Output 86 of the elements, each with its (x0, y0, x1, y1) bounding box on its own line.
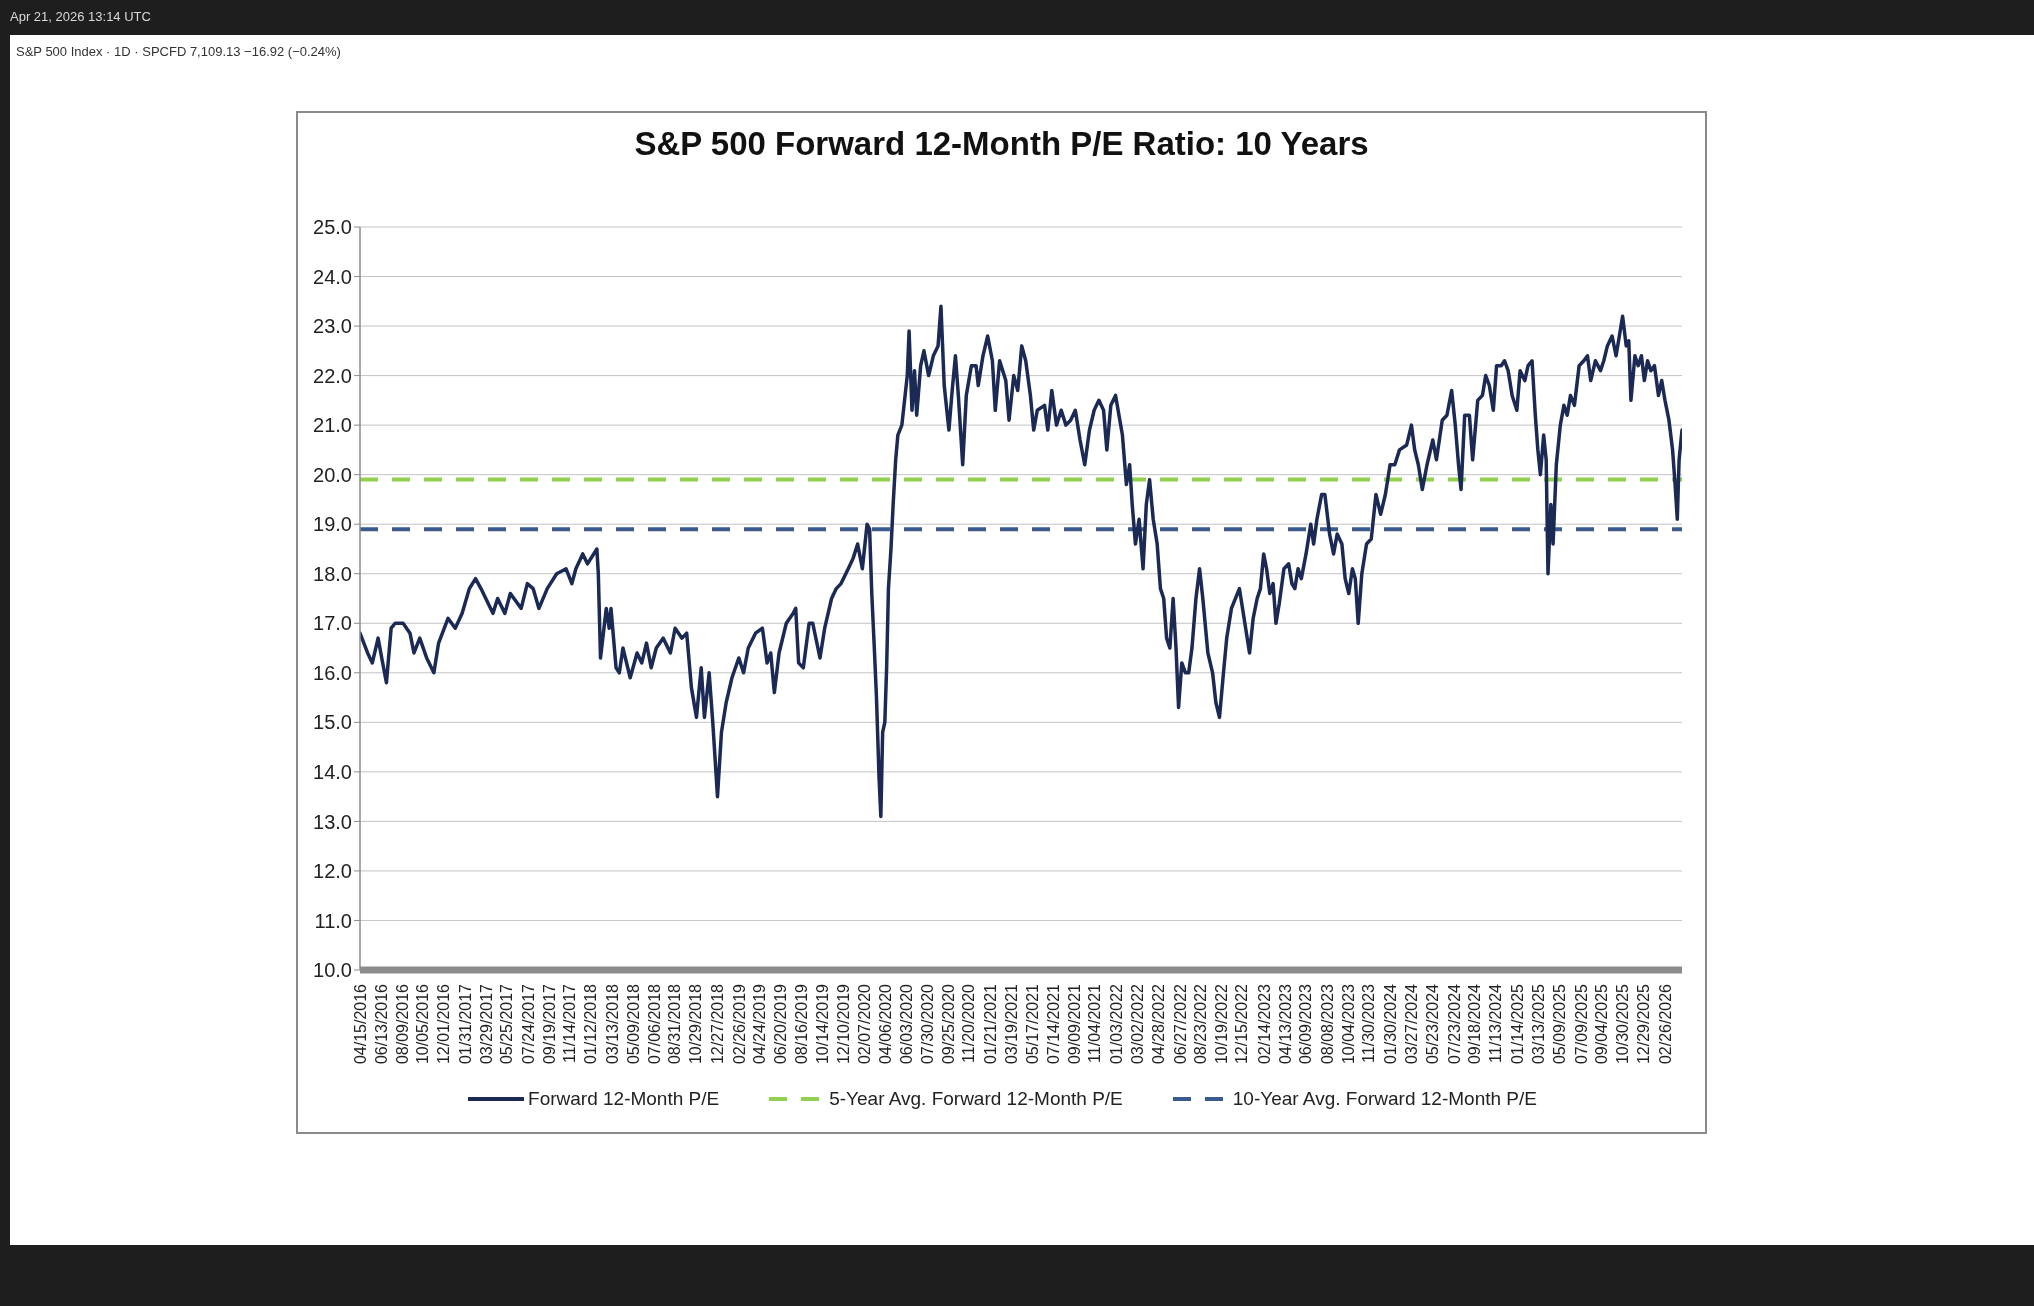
x-tick-label: 03/19/2021 (1003, 983, 1021, 1065)
x-tick-label: 02/26/2019 (730, 983, 748, 1065)
x-tick-label: 10/14/2019 (814, 983, 832, 1065)
x-tick-label: 02/14/2023 (1255, 983, 1273, 1065)
x-tick-label: 03/13/2018 (603, 983, 621, 1065)
x-tick-label: 07/09/2025 (1572, 983, 1590, 1065)
x-tick-label: 06/20/2019 (772, 983, 789, 1065)
x-tick-label: 01/12/2018 (582, 983, 600, 1065)
y-tick-label: 21.0 (313, 414, 352, 437)
text: S&P 500 Index · 1D · SPCFD 7,109.13 −16.92 (−0.24%) (16, 44, 341, 59)
x-tick-label: 04/28/2022 (1149, 983, 1167, 1065)
x-tick-label: 01/14/2025 (1509, 983, 1527, 1065)
legend-label: Forward 12-Month P/E (528, 1088, 720, 1110)
x-tick-label: 08/16/2019 (792, 983, 810, 1065)
x-tick-label: 10/04/2023 (1339, 983, 1357, 1065)
chart-title: S&P 500 Forward 12-Month P/E Ratio: 10 Years (633, 125, 1370, 163)
x-tick-label: 07/24/2017 (519, 983, 537, 1065)
y-tick-label: 14.0 (313, 760, 352, 783)
y-tick-label: 18.0 (313, 562, 352, 585)
x-tick-label: 04/13/2023 (1276, 983, 1294, 1065)
y-tick-label: 13.0 (313, 810, 352, 833)
x-tick-label: 05/17/2021 (1024, 983, 1042, 1065)
y-tick-label: 17.0 (313, 612, 352, 635)
x-tick-label: 03/02/2022 (1129, 983, 1147, 1065)
x-tick-label: 12/27/2018 (708, 983, 726, 1065)
y-tick-label: 22.0 (313, 364, 352, 387)
x-tick-label: 12/29/2025 (1635, 983, 1653, 1065)
x-tick-label: 12/10/2019 (834, 983, 852, 1065)
x-tick-label: 04/06/2020 (877, 983, 895, 1065)
text: Apr 21, 2026 13:14 UTC (10, 9, 151, 24)
x-tick-label: 10/29/2018 (687, 983, 705, 1065)
x-tick-label: 08/23/2022 (1192, 983, 1210, 1065)
x-tick-label: 02/07/2020 (856, 983, 874, 1065)
x-tick-label: 05/25/2017 (498, 983, 516, 1065)
x-tick-label: 11/13/2024 (1486, 983, 1504, 1063)
x-tick-label: 06/13/2016 (372, 983, 390, 1065)
y-tick-label: 24.0 (313, 265, 352, 288)
x-tick-label: 01/31/2017 (456, 983, 474, 1065)
x-tick-label: 11/30/2023 (1360, 983, 1378, 1063)
y-tick-label: 15.0 (313, 711, 352, 734)
x-tick-label: 07/14/2021 (1045, 983, 1063, 1065)
x-tick-label: 10/19/2022 (1212, 983, 1230, 1065)
x-tick-label: 09/18/2024 (1466, 983, 1484, 1065)
x-tick-label: 06/27/2022 (1171, 983, 1189, 1065)
y-tick-label: 25.0 (313, 216, 352, 239)
x-tick-label: 07/06/2018 (645, 983, 663, 1065)
x-tick-label: 03/27/2024 (1402, 983, 1420, 1065)
x-tick-label: 10/05/2016 (414, 983, 432, 1065)
x-tick-label: 09/04/2025 (1593, 983, 1611, 1065)
x-tick-label: 01/03/2022 (1108, 983, 1126, 1065)
x-tick-label: 11/20/2020 (959, 983, 977, 1063)
x-tick-label: 12/01/2016 (434, 983, 452, 1065)
x-tick-label: 06/03/2020 (898, 983, 916, 1065)
y-tick-label: 11.0 (314, 909, 352, 932)
x-tick-label: 03/13/2025 (1530, 983, 1548, 1065)
y-tick-label: 23.0 (313, 315, 352, 338)
x-tick-label: 07/30/2020 (919, 983, 937, 1065)
y-tick-label: 12.0 (313, 860, 352, 883)
x-tick-label: 05/09/2025 (1550, 983, 1568, 1065)
x-tick-label: 03/29/2017 (477, 983, 495, 1065)
x-tick-label: 09/25/2020 (939, 983, 957, 1065)
y-tick-label: 10.0 (313, 959, 352, 982)
x-tick-label: 08/08/2023 (1318, 983, 1336, 1065)
x-tick-label: 09/09/2021 (1066, 983, 1084, 1065)
x-tick-label: 02/26/2026 (1656, 983, 1674, 1065)
x-tick-label: 11/14/2017 (560, 983, 578, 1063)
x-tick-label: 09/19/2017 (540, 983, 558, 1065)
x-tick-label: 11/04/2021 (1086, 983, 1104, 1063)
legend-label: 5-Year Avg. Forward 12-Month P/E (829, 1088, 1123, 1110)
x-tick-label: 01/30/2024 (1382, 983, 1400, 1065)
y-tick-label: 16.0 (313, 661, 352, 684)
x-tick-label: 05/09/2018 (624, 983, 642, 1065)
x-tick-label: 08/31/2018 (665, 983, 683, 1065)
x-tick-label: 01/21/2021 (982, 983, 1000, 1065)
x-tick-label: 10/30/2025 (1613, 983, 1631, 1065)
x-tick-label: 06/09/2023 (1297, 983, 1315, 1065)
x-tick-label: 07/23/2024 (1445, 983, 1463, 1065)
x-tick-label: 08/09/2016 (393, 983, 411, 1065)
x-tick-label: 12/15/2022 (1233, 983, 1251, 1065)
y-tick-label: 19.0 (313, 513, 352, 536)
legend-label: 10-Year Avg. Forward 12-Month P/E (1232, 1088, 1537, 1110)
x-tick-label: 04/24/2019 (751, 983, 769, 1065)
x-tick-label: 04/15/2016 (351, 983, 369, 1065)
y-tick-label: 20.0 (313, 463, 352, 486)
x-tick-label: 05/23/2024 (1423, 983, 1441, 1065)
line-series (360, 304, 1682, 819)
